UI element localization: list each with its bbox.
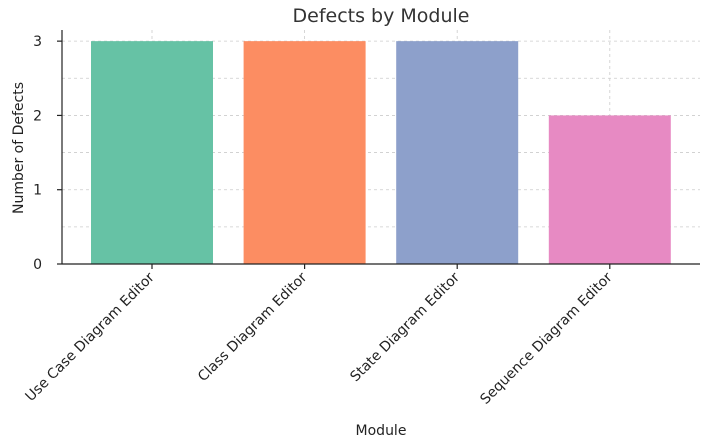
x-tick-label: Use Case Diagram Editor xyxy=(23,269,158,404)
y-tick-label: 2 xyxy=(33,108,42,124)
bar xyxy=(243,41,366,265)
axes xyxy=(61,30,700,265)
x-axis-label: Module xyxy=(356,423,407,439)
bar xyxy=(396,41,519,265)
x-tick-label: Sequence Diagram Editor xyxy=(477,269,615,407)
x-tick-label: State Diagram Editor xyxy=(347,269,463,385)
x-tick-label: Class Diagram Editor xyxy=(195,269,311,385)
y-tick-label: 1 xyxy=(33,183,42,199)
bar xyxy=(91,41,213,265)
y-axis-label: Number of Defects xyxy=(11,82,27,214)
bar xyxy=(548,115,671,264)
y-tick-label: 0 xyxy=(33,257,42,273)
bars xyxy=(91,41,671,265)
y-tick-label: 3 xyxy=(33,34,42,50)
chart-title: Defects by Module xyxy=(293,5,470,27)
